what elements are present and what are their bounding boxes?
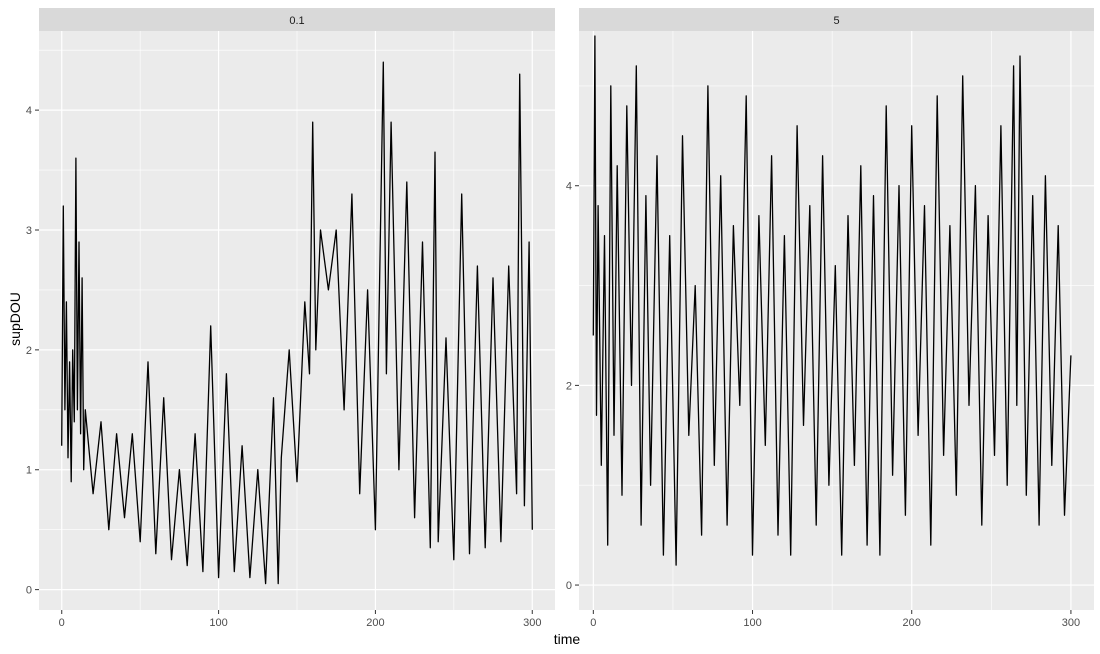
facet-strip bbox=[579, 8, 1094, 31]
x-tick-label: 300 bbox=[523, 617, 541, 629]
x-tick-label: 100 bbox=[209, 617, 227, 629]
facet-strip bbox=[39, 8, 555, 31]
x-tick-label: 300 bbox=[1062, 617, 1080, 629]
y-tick-label: 2 bbox=[566, 380, 572, 392]
y-tick-label: 2 bbox=[26, 345, 32, 357]
y-tick-label: 3 bbox=[26, 225, 32, 237]
facet-strip-label: 0.1 bbox=[289, 15, 304, 27]
facet-0: 0.1 0 100 200 300 0 1 2 3 4 bbox=[26, 8, 555, 629]
x-tick-label: 200 bbox=[903, 617, 921, 629]
y-tick-label: 4 bbox=[26, 105, 32, 117]
y-tick-label: 0 bbox=[26, 585, 32, 597]
x-tick-label: 0 bbox=[59, 617, 65, 629]
x-tick-label: 200 bbox=[366, 617, 384, 629]
x-axis-title: time bbox=[554, 631, 581, 647]
y-tick-label: 0 bbox=[566, 580, 572, 592]
facet-strip-label: 5 bbox=[833, 15, 839, 27]
facet-1: 5 0 100 200 300 0 2 4 bbox=[566, 8, 1094, 629]
series-line bbox=[592, 35, 1072, 566]
y-tick-label: 1 bbox=[26, 465, 32, 477]
y-axis-title: supDOU bbox=[7, 292, 23, 346]
x-tick-label: 100 bbox=[743, 617, 761, 629]
facet-panels: 0.1 0 100 200 300 0 1 2 3 4 5 0 100 200 300 0 2 4 bbox=[26, 8, 1094, 629]
series-line bbox=[61, 61, 533, 585]
x-tick-label: 0 bbox=[590, 617, 596, 629]
y-tick-label: 4 bbox=[566, 181, 572, 193]
